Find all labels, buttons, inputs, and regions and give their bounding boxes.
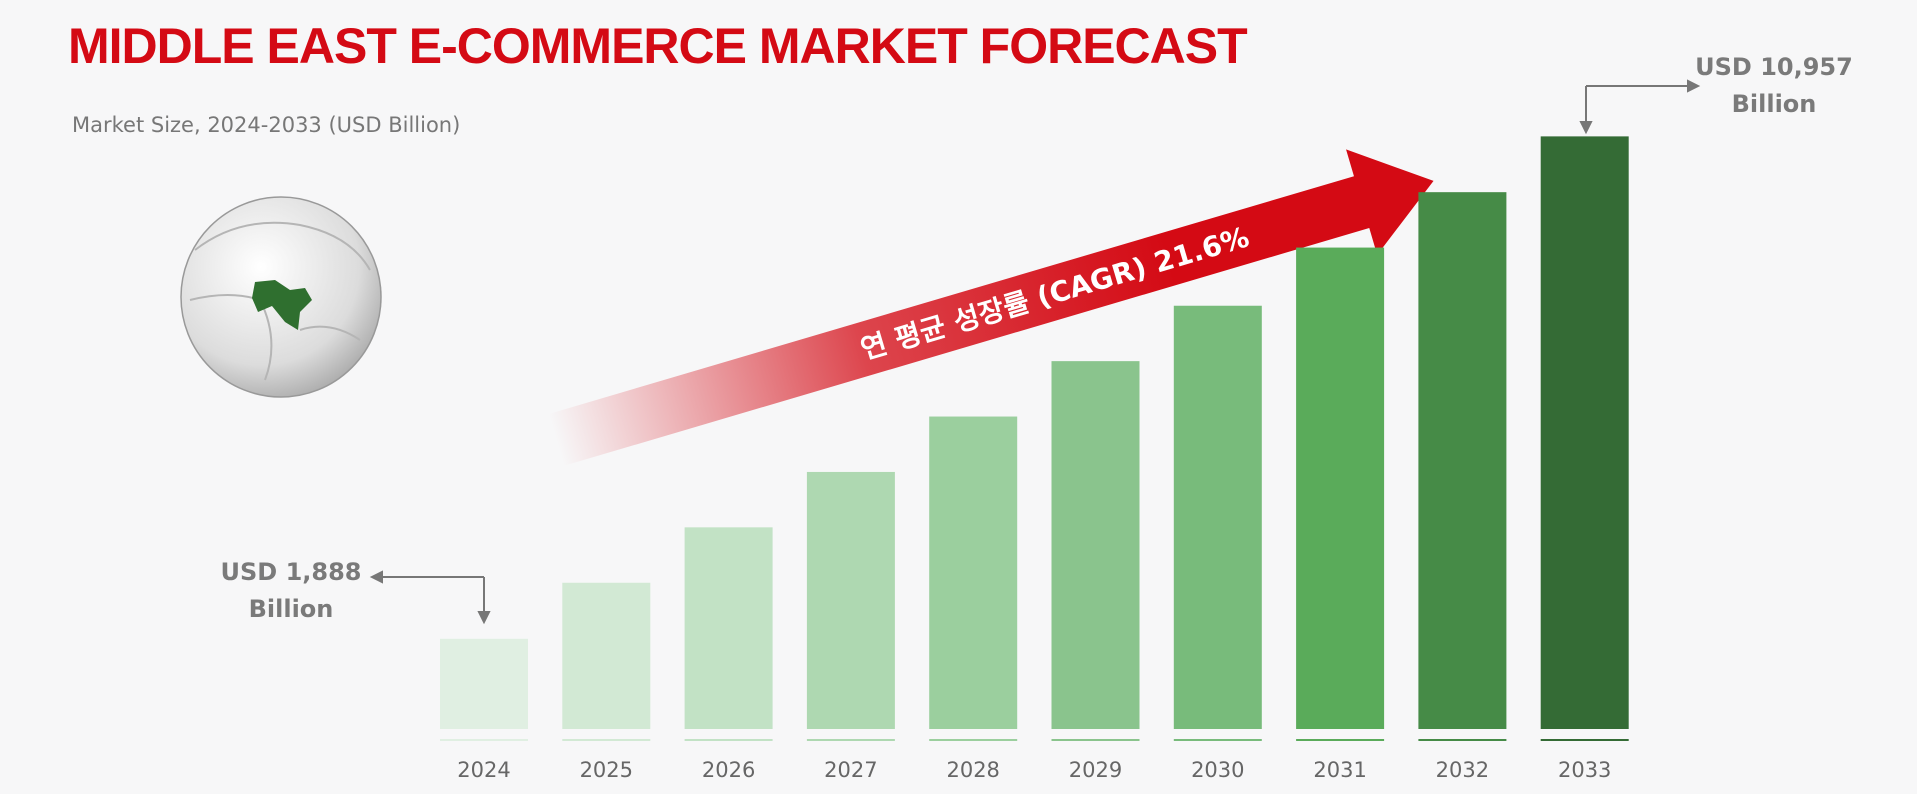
x-tick-label: 2032 [1436, 758, 1489, 782]
bar [806, 471, 895, 729]
bar [1051, 361, 1140, 729]
callout-lines [369, 79, 1701, 625]
value-label: USD 1,888 Billion [220, 558, 362, 623]
bar-base [562, 739, 651, 741]
x-tick-label: 2031 [1313, 758, 1366, 782]
bar-base [806, 739, 895, 741]
bar [1540, 136, 1629, 730]
bar-base [929, 739, 1018, 741]
bar [562, 582, 651, 729]
chart-title: MIDDLE EAST E-COMMERCE MARKET FORECAST [68, 18, 1247, 74]
x-tick-label: 2026 [702, 758, 755, 782]
x-tick-label: 2027 [824, 758, 877, 782]
bar [1296, 247, 1385, 729]
x-tick-label: 2029 [1069, 758, 1122, 782]
x-tick-label: 2024 [457, 758, 510, 782]
value-label: USD 10,957 Billion [1695, 53, 1853, 118]
x-tick-label: 2025 [580, 758, 633, 782]
x-tick-label: 2033 [1558, 758, 1611, 782]
globe [180, 196, 382, 398]
bar-base [1051, 739, 1140, 741]
x-tick-label: 2030 [1191, 758, 1244, 782]
bar [684, 527, 773, 729]
bar [1418, 192, 1507, 729]
bar-base [684, 739, 773, 741]
bar-base [1540, 739, 1629, 741]
bar [929, 416, 1018, 729]
bar-base [1296, 739, 1385, 741]
bar-base [1418, 739, 1507, 741]
bar [440, 638, 528, 729]
chart-subtitle: Market Size, 2024-2033 (USD Billion) [72, 113, 460, 137]
bar-base [440, 739, 528, 741]
bar-base [1173, 739, 1262, 741]
x-tick-label: 2028 [946, 758, 999, 782]
bar [1173, 305, 1262, 729]
